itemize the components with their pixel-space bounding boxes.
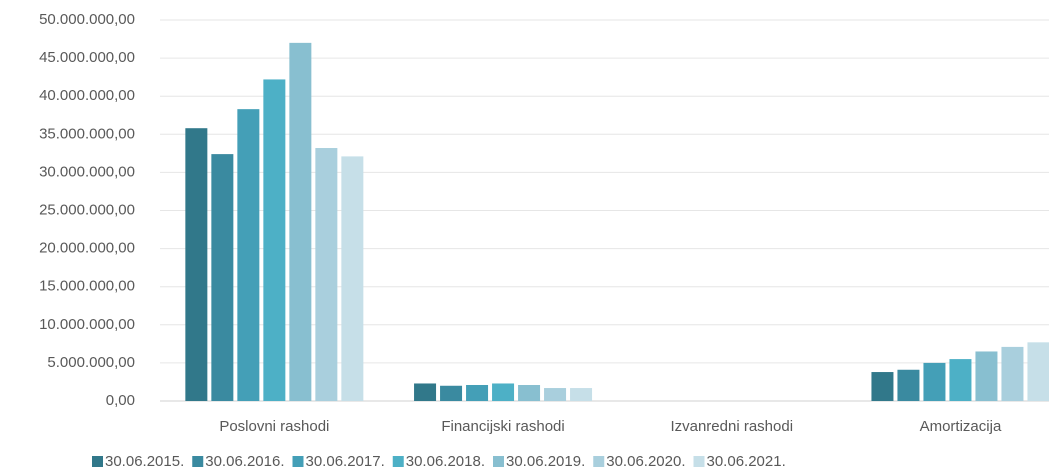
x-tick-label: Financijski rashodi [441,418,564,435]
y-tick-label: 40.000.000,00 [39,87,135,104]
bar [492,383,515,401]
bar [949,359,972,401]
legend-swatch [593,456,605,467]
bar [570,388,593,401]
legend-label: 30.06.2019. [506,453,585,470]
x-tick-label: Amortizacija [920,418,1002,435]
legend-label: 30.06.2021. [707,453,786,470]
bar [544,388,567,401]
legend-swatch [192,456,204,467]
bar [975,351,998,401]
y-tick-label: 0,00 [106,392,135,409]
legend-swatch [292,456,304,467]
bar [897,369,920,401]
legend-label: 30.06.2017. [306,453,385,470]
legend-label: 30.06.2018. [406,453,485,470]
x-tick-label: Poslovni rashodi [219,418,329,435]
bar [440,385,463,401]
bar [1027,342,1049,401]
legend-label: 30.06.2015. [105,453,184,470]
y-tick-label: 10.000.000,00 [39,316,135,333]
y-tick-label: 20.000.000,00 [39,240,135,257]
y-tick-label: 5.000.000,00 [47,354,135,371]
bar [185,128,208,402]
legend-swatch [92,456,103,467]
bar [923,362,946,401]
y-tick-label: 50.000.000,00 [39,11,135,28]
y-tick-label: 35.000.000,00 [39,125,135,142]
legend-swatch [392,456,404,467]
bar [315,148,338,401]
bar [289,42,312,402]
bar [871,372,894,401]
legend-label: 30.06.2020. [606,453,685,470]
bar [466,384,489,401]
bar [263,79,286,401]
bar [518,384,541,401]
legend-label: 30.06.2016. [205,453,284,470]
bar [211,154,234,401]
y-tick-label: 30.000.000,00 [39,163,135,180]
y-tick-label: 25.000.000,00 [39,201,135,218]
legend-swatch [493,456,504,467]
y-tick-label: 15.000.000,00 [39,278,135,295]
legend-swatch [693,456,705,467]
bar [414,383,437,401]
bar [341,156,364,401]
bar [1001,346,1024,401]
y-tick-label: 45.000.000,00 [39,49,135,66]
x-tick-label: Izvanredni rashodi [670,418,793,435]
bar [237,109,260,402]
